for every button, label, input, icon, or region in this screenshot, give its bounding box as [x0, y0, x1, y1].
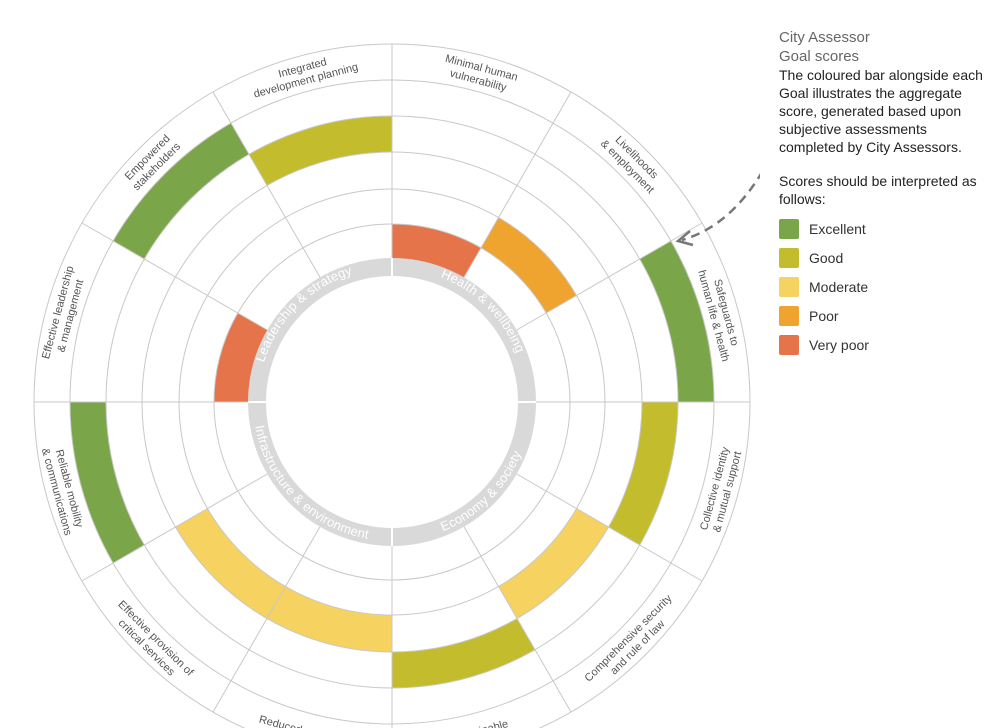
spoke-2 [463, 91, 572, 278]
score-bar-11 [113, 123, 249, 259]
legend-item-poor: Poor [779, 301, 994, 330]
goal-label-12: Integrateddevelopment planning [249, 49, 359, 101]
legend-item-moderate: Moderate [779, 272, 994, 301]
score-bar-3 [639, 241, 714, 402]
spoke-11 [81, 222, 268, 331]
score-bar-12 [249, 116, 392, 186]
score-bar-7 [267, 586, 392, 652]
goal-label-1: Minimal humanvulnerability [440, 53, 519, 96]
legend-title: City Assessor [779, 29, 870, 46]
score-bar-2 [481, 217, 577, 313]
legend-pointer-arrowhead [675, 230, 694, 247]
legend-swatch-excellent [779, 218, 799, 239]
legend-interpretation: Scores should be interpreted as follows: [779, 173, 977, 207]
goal-label-5: Comprehensive securityand rule of law [583, 592, 684, 693]
category-ring [248, 258, 536, 546]
score-bar-10 [214, 313, 270, 402]
score-bars [70, 116, 714, 688]
category-label-3: Infrastructure & environment [252, 424, 370, 542]
legend-label-moderate: Moderate [809, 278, 869, 295]
spoke-6 [463, 526, 572, 713]
legend-description: The coloured bar alongside each Goal ill… [779, 67, 983, 155]
legend-panel: City Assessor Goal scores The coloured b… [779, 28, 994, 359]
goal-label-8: Effective provision ofcritical services [106, 598, 196, 688]
legend-item-very-poor: Very poor [779, 330, 994, 359]
legend-subtitle: Goal scores [779, 48, 860, 65]
legend-list: Excellent Good Moderate Poor Very poor [779, 214, 994, 359]
goal-label-6: Sustainable [451, 718, 510, 728]
score-bar-5 [498, 508, 609, 619]
legend-swatch-good [779, 247, 799, 268]
goal-label-7: Reduced exposure [258, 714, 350, 728]
legend-swatch-moderate [779, 276, 799, 297]
goal-label-4: Collective identity& mutual support [698, 445, 744, 535]
score-bar-1 [392, 224, 481, 280]
category-label-4: Leadership & strategy [252, 262, 354, 363]
legend-swatch-very-poor [779, 334, 799, 355]
legend-swatch-poor [779, 305, 799, 326]
score-bar-8 [175, 508, 286, 619]
ring-2 [213, 223, 571, 581]
spoke-3 [516, 222, 703, 331]
spoke-8 [212, 526, 321, 713]
goal-label-2: Livelihoods& employment [598, 129, 665, 196]
score-bar-6 [392, 618, 535, 688]
spoke-9 [81, 473, 268, 582]
legend-label-excellent: Excellent [809, 220, 866, 237]
legend-item-excellent: Excellent [779, 214, 994, 243]
spoke-5 [516, 473, 703, 582]
legend-item-good: Good [779, 243, 994, 272]
legend-label-very-poor: Very poor [809, 336, 869, 353]
legend-pointer-arrow [681, 172, 760, 242]
legend-label-poor: Poor [809, 307, 839, 324]
spoke-12 [212, 91, 321, 278]
score-bar-4 [608, 402, 678, 545]
legend-label-good: Good [809, 249, 844, 266]
score-bar-9 [70, 402, 145, 563]
